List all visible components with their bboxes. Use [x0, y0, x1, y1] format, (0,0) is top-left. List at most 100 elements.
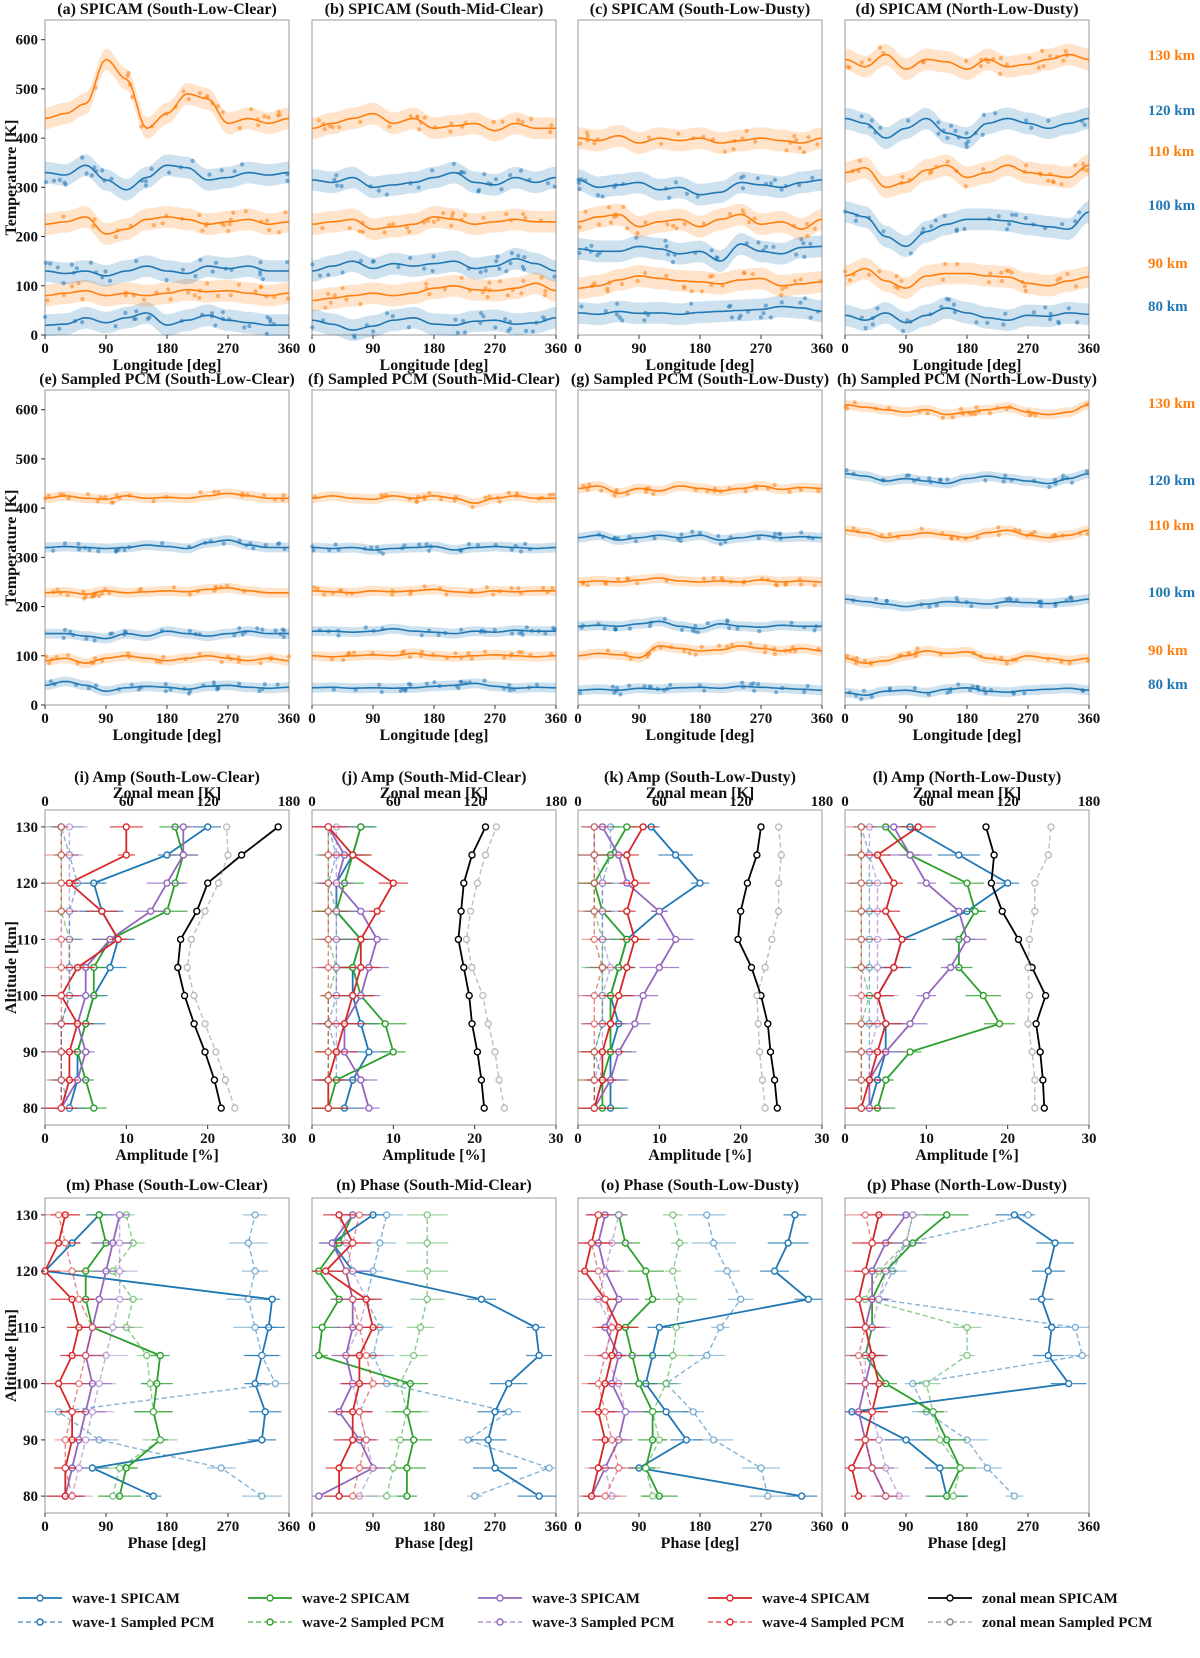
profile-marker [873, 1048, 882, 1056]
profile-marker [95, 1436, 103, 1444]
data-point [237, 626, 242, 631]
uncertainty-band [578, 203, 822, 240]
data-point [741, 211, 746, 216]
data-point [278, 632, 283, 637]
profile-marker [590, 823, 598, 831]
fit-line [311, 216, 556, 231]
data-point [218, 585, 224, 590]
profile-marker [672, 1323, 680, 1332]
data-point [1059, 659, 1064, 665]
data-point [968, 688, 973, 693]
panel-title: (g) Sampled PCM (South-Low-Dusty) [571, 371, 829, 388]
data-point [243, 629, 248, 635]
data-point [797, 577, 802, 582]
data-point [873, 406, 879, 411]
profile-marker [396, 1436, 404, 1444]
data-point [584, 130, 590, 135]
y-tick-label: 200 [16, 600, 39, 616]
x-axis-label: Longitude [deg] [913, 727, 1022, 744]
x-tick-label: 90 [632, 711, 647, 727]
data-point [107, 278, 113, 283]
data-point [519, 650, 525, 655]
data-point [500, 119, 505, 124]
data-point [542, 317, 548, 322]
data-point [529, 116, 534, 122]
profile-marker [324, 963, 332, 972]
profile-marker [357, 935, 365, 944]
data-point [541, 585, 546, 591]
data-point [712, 489, 717, 494]
profile-marker [1044, 1267, 1053, 1275]
profile-marker [193, 907, 201, 915]
data-point [227, 317, 232, 322]
panel-title: (e) Sampled PCM (South-Low-Clear) [39, 371, 295, 388]
data-point [718, 489, 723, 494]
profile-marker [955, 851, 963, 859]
data-point [100, 168, 105, 173]
data-point [1061, 473, 1066, 478]
data-point [845, 64, 850, 69]
data-point [253, 289, 258, 294]
profile-marker [495, 1076, 503, 1084]
y-tick-label: 0 [31, 328, 39, 344]
profile-marker [758, 1076, 767, 1084]
data-point [220, 316, 226, 321]
data-point [815, 142, 820, 147]
profile-marker [68, 1267, 76, 1275]
x-tick-label: 30 [282, 1131, 297, 1147]
data-point [1073, 219, 1078, 224]
data-point [695, 194, 700, 199]
data-point [286, 296, 291, 301]
panel-title: (n) Phase (South-Mid-Clear) [336, 1177, 532, 1194]
x-axis-label: Longitude [deg] [646, 727, 755, 744]
profile-marker [890, 823, 898, 831]
profile-marker [57, 1104, 65, 1112]
data-point [607, 280, 612, 285]
profile-marker [648, 1408, 657, 1416]
data-point [205, 281, 210, 286]
data-point [1081, 162, 1086, 167]
data-point [961, 411, 966, 416]
data-point [1075, 320, 1080, 325]
data-point [377, 549, 382, 554]
data-point [98, 495, 103, 500]
data-point [744, 128, 749, 134]
data-point [577, 225, 582, 230]
profile-marker [615, 1323, 623, 1332]
profile-marker [757, 1464, 765, 1472]
uncertainty-band [312, 490, 556, 509]
profile-marker [251, 1323, 259, 1332]
data-point [662, 616, 668, 621]
x-tick-label: 30 [1082, 1131, 1097, 1147]
profile-marker [774, 823, 783, 831]
data-point [943, 261, 948, 267]
data-point [595, 253, 600, 258]
profile-marker [676, 1295, 684, 1304]
profile-marker [755, 1048, 764, 1056]
data-point [363, 625, 368, 630]
data-point [878, 125, 883, 130]
data-point [722, 149, 728, 154]
data-point [497, 589, 502, 594]
data-point [964, 58, 969, 64]
profile-marker [873, 935, 882, 944]
data-point [495, 495, 501, 500]
profile-marker [639, 823, 647, 831]
data-point [489, 182, 494, 187]
data-point [881, 50, 886, 56]
data-point [258, 284, 264, 289]
data-point [62, 541, 67, 546]
profile-marker [623, 963, 631, 972]
data-point [870, 322, 875, 327]
data-point [798, 487, 804, 492]
fit-line [44, 164, 290, 191]
uncertainty-band [578, 681, 822, 696]
data-point [80, 297, 85, 302]
data-point [128, 223, 133, 228]
uncertainty-band [845, 201, 1089, 258]
data-point [616, 577, 621, 582]
profile-marker [183, 963, 192, 972]
data-point [942, 213, 947, 218]
data-point [754, 485, 759, 490]
profile-marker [75, 1379, 83, 1388]
